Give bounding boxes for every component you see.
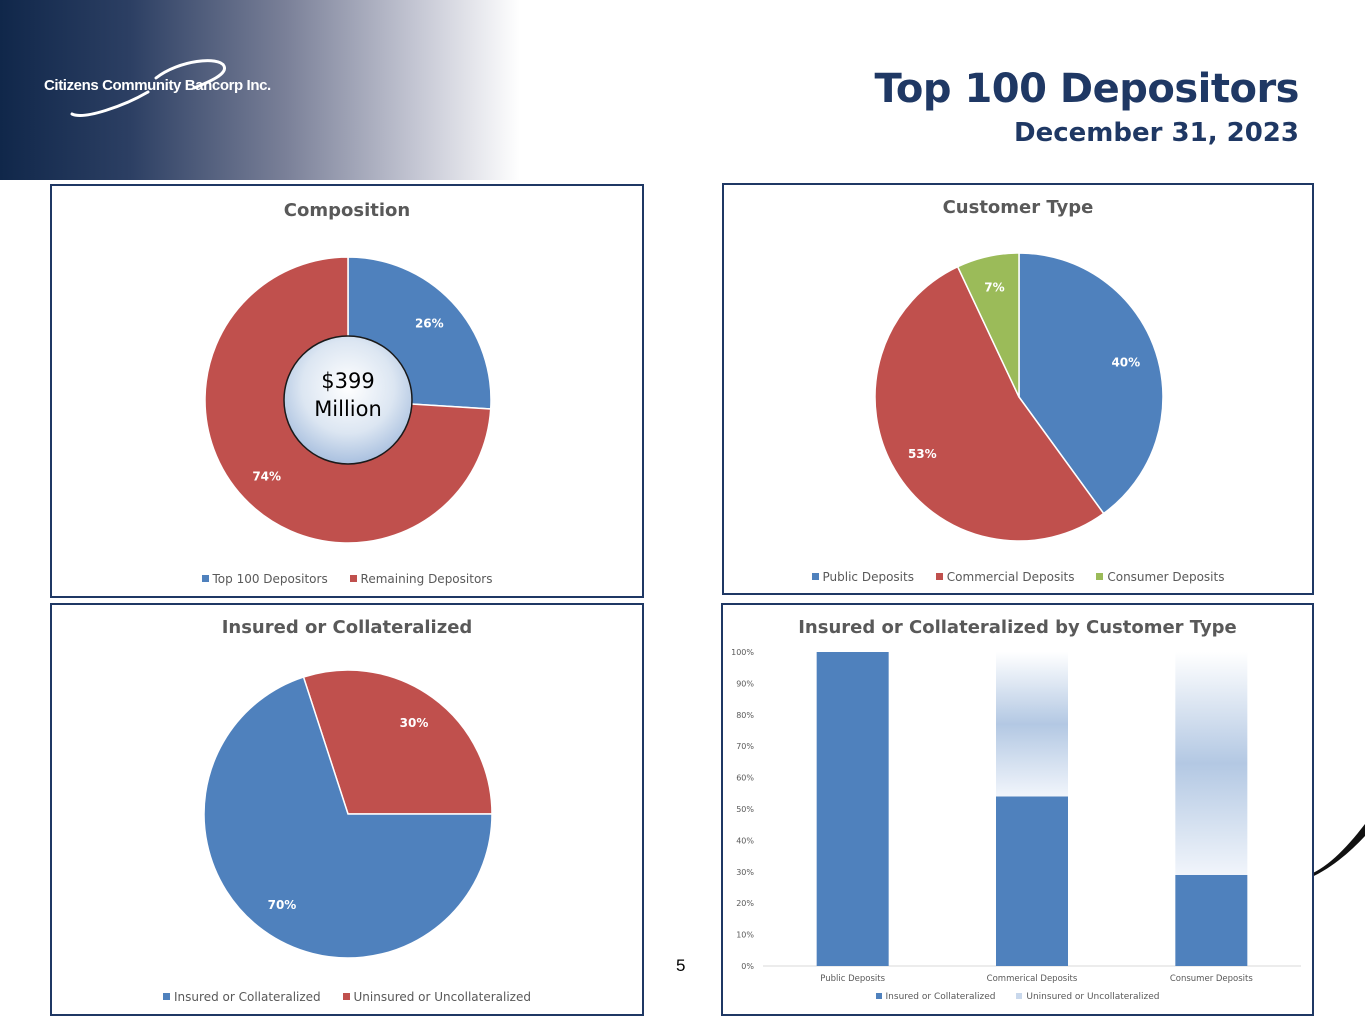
legend-label: Top 100 Depositors bbox=[212, 572, 328, 586]
legend-label: Insured or Collateralized bbox=[885, 992, 996, 1002]
logo-swoosh-icon bbox=[70, 59, 226, 117]
y-tick-label: 100% bbox=[731, 648, 754, 657]
y-tick-label: 20% bbox=[736, 899, 754, 908]
composition-legend: Top 100 Depositors Remaining Depositors bbox=[52, 572, 642, 586]
composition-chart: 26% 74% $399 Million bbox=[204, 256, 492, 544]
page-curl-decoration bbox=[1305, 820, 1365, 910]
insured-chart: 30% 70% bbox=[203, 669, 493, 959]
legend-item: Uninsured or Uncollateralized bbox=[342, 990, 531, 1004]
insured-legend: Insured or Collateralized Uninsured or U… bbox=[52, 990, 642, 1004]
pie-slice-commercial-deposits bbox=[874, 265, 1105, 542]
y-tick-label: 60% bbox=[736, 774, 754, 783]
insured-by-type-chart: 0% 10% 20% 30% 40% 50% 60% 70% 80% 90% 100% Public … bbox=[731, 648, 1301, 984]
data-label-consumer-deposits: 7% bbox=[984, 280, 1004, 294]
customer-type-panel: Customer Type 40% 53% 7% Public Deposits C… bbox=[722, 183, 1314, 595]
legend-label: Consumer Deposits bbox=[1107, 570, 1225, 584]
bar-uninsured-or-uncollateralized-consumer-deposits bbox=[1175, 652, 1248, 875]
legend-swatch bbox=[342, 993, 350, 1000]
y-tick-label: 10% bbox=[736, 931, 754, 940]
data-label-public-deposits: 40% bbox=[1111, 355, 1140, 369]
y-tick-label: 90% bbox=[736, 679, 754, 688]
header-band bbox=[0, 0, 520, 180]
y-tick-label: 30% bbox=[736, 868, 754, 877]
bar-uninsured-or-uncollateralized-commerical-deposits bbox=[996, 652, 1068, 797]
legend-label: Commercial Deposits bbox=[946, 570, 1075, 584]
legend-swatch bbox=[935, 573, 943, 580]
legend-swatch bbox=[163, 993, 171, 1000]
legend-item: Insured or Collateralized bbox=[163, 990, 321, 1004]
legend-item: Commercial Deposits bbox=[935, 570, 1075, 584]
data-label-top-100-depositors: 26% bbox=[415, 317, 444, 331]
x-tick-label: Public Deposits bbox=[820, 974, 885, 984]
center-label-line1: $399 bbox=[321, 369, 374, 393]
y-tick-label: 80% bbox=[736, 711, 754, 720]
legend-label: Remaining Depositors bbox=[360, 572, 493, 586]
legend-swatch bbox=[1096, 573, 1104, 580]
composition-title: Composition bbox=[283, 200, 411, 221]
page-number: 5 bbox=[676, 956, 686, 975]
legend-label: Insured or Collateralized bbox=[174, 990, 321, 1004]
insured-by-type-title: Insured or Collateralized by Customer Ty… bbox=[798, 617, 1237, 638]
page-subtitle: December 31, 2023 bbox=[1014, 118, 1299, 148]
y-tick-label: 0% bbox=[741, 962, 754, 971]
pie-slice-insured-or-collateralized bbox=[203, 676, 493, 959]
insured-by-type-panel: Insured or Collateralized by Customer Ty… bbox=[721, 603, 1314, 1016]
data-label-commercial-deposits: 53% bbox=[908, 447, 937, 461]
legend-swatch bbox=[349, 575, 357, 582]
legend-item: Consumer Deposits bbox=[1096, 570, 1224, 584]
legend-label: Uninsured or Uncollateralized bbox=[353, 990, 531, 1004]
bar-insured-or-collateralized-public-deposits bbox=[816, 652, 889, 966]
legend-item: Public Deposits bbox=[811, 570, 914, 584]
center-hole bbox=[283, 335, 413, 465]
pie-slice-public-deposits bbox=[1018, 252, 1164, 515]
customer-type-chart: 40% 53% 7% bbox=[874, 252, 1164, 542]
composition-panel: Composition 26% 74% $399 Million Top 100 D… bbox=[50, 184, 644, 598]
legend-swatch bbox=[875, 992, 882, 999]
legend-swatch bbox=[201, 575, 209, 582]
pie-slice-consumer-deposits bbox=[956, 252, 1020, 398]
insured-title: Insured or Collateralized bbox=[221, 617, 473, 638]
legend-item: Top 100 Depositors bbox=[201, 572, 328, 586]
legend-item: Uninsured or Uncollateralized bbox=[1016, 992, 1159, 1002]
page-title: Top 100 Depositors bbox=[874, 66, 1299, 112]
center-label-line2: Million bbox=[314, 397, 382, 421]
x-tick-label: Consumer Deposits bbox=[1170, 974, 1254, 984]
legend-label: Uninsured or Uncollateralized bbox=[1026, 992, 1160, 1002]
legend-item: Insured or Collateralized bbox=[875, 992, 996, 1002]
legend-swatch bbox=[1016, 992, 1023, 999]
customer-type-legend: Public Deposits Commercial Deposits Cons… bbox=[724, 570, 1312, 584]
insured-by-type-legend: Insured or Collateralized Uninsured or U… bbox=[723, 992, 1312, 1002]
bar-insured-or-collateralized-commerical-deposits bbox=[996, 796, 1068, 966]
insured-panel: Insured or Collateralized 30% 70% Insured… bbox=[50, 603, 644, 1016]
data-label-remaining-depositors: 74% bbox=[252, 469, 281, 483]
customer-type-title: Customer Type bbox=[942, 197, 1094, 218]
pie-slice-uninsured-or-uncollateralized bbox=[302, 669, 493, 815]
y-tick-label: 70% bbox=[736, 742, 754, 751]
bar-insured-or-collateralized-consumer-deposits bbox=[1175, 874, 1248, 966]
legend-swatch bbox=[811, 573, 819, 580]
y-tick-label: 50% bbox=[736, 805, 754, 814]
legend-label: Public Deposits bbox=[822, 570, 914, 584]
legend-item: Remaining Depositors bbox=[349, 572, 493, 586]
x-tick-label: Commerical Deposits bbox=[987, 974, 1078, 984]
data-label-uninsured-or-uncollateralized: 30% bbox=[400, 716, 429, 730]
y-tick-label: 40% bbox=[736, 836, 754, 845]
data-label-insured-or-collateralized: 70% bbox=[268, 898, 297, 912]
logo-text: Citizens Community Bancorp Inc. bbox=[44, 77, 271, 94]
company-logo: Citizens Community Bancorp Inc. bbox=[44, 58, 284, 120]
